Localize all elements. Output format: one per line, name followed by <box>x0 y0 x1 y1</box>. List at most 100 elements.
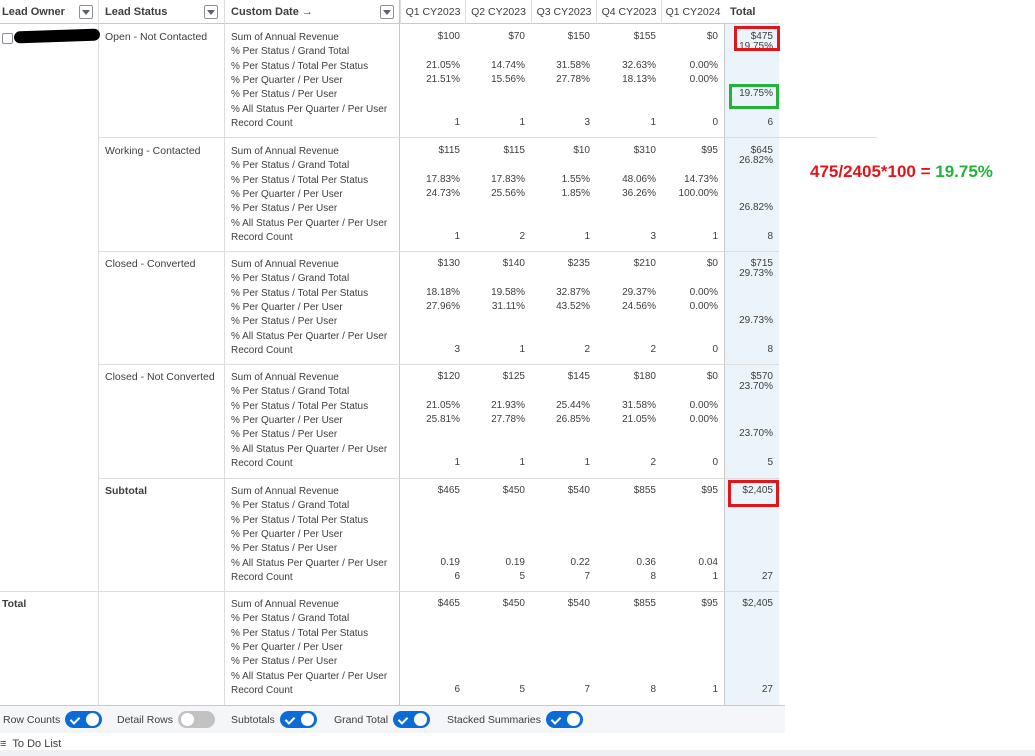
detail-rows-label: Detail Rows <box>117 713 174 726</box>
metric-label: % All Status Per Quarter / Per User <box>231 670 388 682</box>
total-pct-status-user-value: 26.82% <box>739 202 773 214</box>
pct-quarter-user-value: 18.13% <box>622 73 656 85</box>
record-count-value: 1 <box>519 456 525 468</box>
pct-status-total-value: 21.93% <box>491 399 525 411</box>
grand-revenue-value: $450 <box>502 598 525 609</box>
revenue-value: $70 <box>508 31 525 42</box>
metric-label: % Per Status / Grand Total <box>231 500 350 512</box>
revenue-value: $115 <box>503 145 525 156</box>
record-count-value: 0 <box>712 343 718 355</box>
metric-label: % Per Status / Per User <box>231 656 338 668</box>
record-count-value: 1 <box>519 343 525 355</box>
revenue-value: $125 <box>502 371 525 382</box>
row-counts-toggle-group: Row Counts <box>3 711 103 728</box>
toggle-knob <box>181 713 195 726</box>
lead-status-sort-button[interactable] <box>204 5 218 19</box>
grand-total-toggle[interactable] <box>393 711 431 728</box>
quarter-header: Q1 CY2024 <box>661 0 724 24</box>
check-icon <box>550 714 562 725</box>
pct-status-total-value: 21.05% <box>426 59 460 71</box>
grid-line <box>399 0 400 705</box>
subtotal-total-revenue-value: $2,405 <box>742 485 773 496</box>
stacked-summaries-toggle[interactable] <box>545 711 583 728</box>
record-count-value: 1 <box>454 230 460 242</box>
metric-label: % Per Status / Per User <box>231 316 338 328</box>
pct-quarter-user-value: 27.96% <box>426 300 460 312</box>
pct-quarter-user-value: 31.11% <box>491 300 525 312</box>
grand-total-row <box>0 592 779 705</box>
metric-label: % Per Status / Grand Total <box>231 160 350 172</box>
detail-rows-toggle[interactable] <box>178 711 216 728</box>
toggle-knob <box>300 713 314 726</box>
revenue-value: $155 <box>633 31 656 42</box>
metric-label: Sum of Annual Revenue <box>231 599 339 610</box>
grid-line <box>98 0 99 705</box>
metric-label: % Per Status / Total Per Status <box>231 174 369 186</box>
subtotal-all-status-value: 0.19 <box>440 556 460 568</box>
total-pct-status-user-value: 19.75% <box>739 88 773 100</box>
metric-label: Record Count <box>231 344 293 356</box>
revenue-value: $10 <box>573 145 590 156</box>
metric-label: % Per Status / Grand Total <box>231 46 350 58</box>
pct-quarter-user-value: 24.56% <box>622 300 656 312</box>
metric-label: Sum of Annual Revenue <box>231 32 339 43</box>
todo-list-label: To Do List <box>12 738 62 750</box>
revenue-value: $180 <box>633 371 656 382</box>
pct-quarter-user-value: 25.56% <box>491 187 525 199</box>
metric-label: % All Status Per Quarter / Per User <box>231 557 388 569</box>
formula-annotation: 475/2405*100 = 19.75% <box>810 162 993 182</box>
row-counts-toggle[interactable] <box>65 711 103 728</box>
green-highlight-box <box>729 84 779 109</box>
quarter-header: Q3 CY2023 <box>531 0 596 24</box>
metric-label: % Per Status / Per User <box>231 429 338 441</box>
chevron-down-icon <box>383 9 391 15</box>
pct-status-total-value: 31.58% <box>556 59 590 71</box>
pct-status-total-value: 31.58% <box>622 399 656 411</box>
total-revenue-value: $475 <box>750 31 773 42</box>
custom-date-sort-button[interactable] <box>380 5 394 19</box>
report-matrix: Lead Owner Lead Status Custom Date → Q1 … <box>0 0 877 705</box>
revenue-value: $310 <box>633 145 656 156</box>
record-count-value: 1 <box>712 230 718 242</box>
pct-quarter-user-value: 15.56% <box>491 73 525 85</box>
pct-quarter-user-value: 25.81% <box>426 413 460 425</box>
record-count-value: 2 <box>584 343 590 355</box>
subtotals-toggle-group: Subtotals <box>231 711 317 728</box>
stacked-summaries-label: Stacked Summaries <box>447 713 541 726</box>
grand-count-value: 8 <box>650 683 656 695</box>
record-count-value: 3 <box>584 116 590 128</box>
pct-quarter-user-value: 36.26% <box>622 187 656 199</box>
row-select-checkbox[interactable] <box>2 33 13 44</box>
total-record-count-value: 5 <box>767 456 773 468</box>
metric-label: % Per Status / Grand Total <box>231 386 350 398</box>
record-count-value: 2 <box>519 230 525 242</box>
total-column-background <box>724 0 779 705</box>
toggle-knob <box>566 713 580 726</box>
pct-status-total-value: 48.06% <box>622 173 656 185</box>
lead-status-label: Open - Not Contacted <box>105 31 208 43</box>
subtotals-toggle[interactable] <box>279 711 317 728</box>
quarter-header: Q4 CY2023 <box>596 0 661 24</box>
pct-quarter-user-value: 27.78% <box>491 413 525 425</box>
grid-line <box>224 0 225 705</box>
row-divider <box>98 478 779 479</box>
metric-label: Sum of Annual Revenue <box>231 146 339 157</box>
pct-quarter-user-value: 0.00% <box>689 413 718 425</box>
pct-quarter-user-value: 1.85% <box>561 187 590 199</box>
total-record-count-value: 6 <box>767 116 773 128</box>
lead-status-label: Closed - Converted <box>105 258 196 270</box>
toggle-knob <box>86 713 100 726</box>
pct-quarter-user-value: 43.52% <box>556 300 590 312</box>
metric-label: % Per Quarter / Per User <box>231 301 343 313</box>
subtotal-label: Subtotal <box>105 485 147 497</box>
metric-label: % Per Status / Total Per Status <box>231 400 369 412</box>
quarter-header: Q2 CY2023 <box>465 0 531 24</box>
metric-label: % Per Status / Per User <box>231 89 338 101</box>
total-pct-grand-value: 19.75% <box>739 41 773 53</box>
todo-list-link[interactable]: ≡ To Do List <box>0 738 61 750</box>
metric-label: % Per Status / Per User <box>231 203 338 215</box>
lead-owner-sort-button[interactable] <box>79 5 93 19</box>
detail-rows-toggle-group: Detail Rows <box>117 711 216 728</box>
revenue-value: $0 <box>706 31 718 42</box>
record-count-value: 2 <box>650 456 656 468</box>
